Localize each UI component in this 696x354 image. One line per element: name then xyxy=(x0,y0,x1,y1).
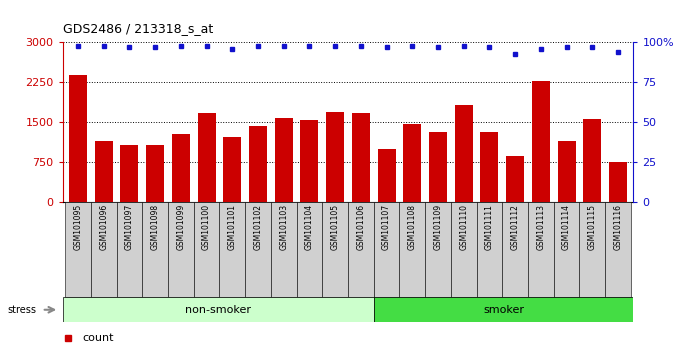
Bar xyxy=(326,112,344,202)
Text: GSM101098: GSM101098 xyxy=(151,204,159,250)
Text: GSM101107: GSM101107 xyxy=(382,204,391,250)
Text: GSM101111: GSM101111 xyxy=(485,204,494,250)
Bar xyxy=(557,141,576,202)
Text: GSM101103: GSM101103 xyxy=(279,204,288,250)
Bar xyxy=(348,202,374,297)
Bar xyxy=(506,156,524,202)
Bar xyxy=(219,202,245,297)
Text: GSM101113: GSM101113 xyxy=(537,204,545,250)
Text: GSM101116: GSM101116 xyxy=(613,204,622,250)
Bar xyxy=(532,81,550,202)
Bar xyxy=(553,202,579,297)
Text: GSM101096: GSM101096 xyxy=(100,204,109,250)
Bar xyxy=(91,202,117,297)
Bar xyxy=(374,202,400,297)
Text: GDS2486 / 213318_s_at: GDS2486 / 213318_s_at xyxy=(63,22,213,35)
Bar xyxy=(454,105,473,202)
Text: GSM101110: GSM101110 xyxy=(459,204,468,250)
Bar xyxy=(609,162,627,202)
Bar xyxy=(425,202,451,297)
Bar xyxy=(528,202,553,297)
Text: GSM101109: GSM101109 xyxy=(434,204,443,250)
Bar xyxy=(249,126,267,202)
Bar xyxy=(193,202,219,297)
Bar xyxy=(296,202,322,297)
Bar xyxy=(95,141,113,202)
Bar xyxy=(120,145,139,202)
Bar xyxy=(69,75,87,202)
Bar xyxy=(245,202,271,297)
Text: GSM101106: GSM101106 xyxy=(356,204,365,250)
Bar xyxy=(451,202,477,297)
Bar xyxy=(429,132,447,202)
Bar xyxy=(198,113,216,202)
Bar xyxy=(168,202,193,297)
Bar xyxy=(579,202,605,297)
Bar xyxy=(63,297,374,322)
Text: stress: stress xyxy=(7,305,36,315)
Text: GSM101108: GSM101108 xyxy=(408,204,417,250)
Text: GSM101102: GSM101102 xyxy=(253,204,262,250)
Bar xyxy=(503,202,528,297)
Bar xyxy=(301,120,319,202)
Bar xyxy=(400,202,425,297)
Bar xyxy=(322,202,348,297)
Bar xyxy=(352,113,370,202)
Bar xyxy=(480,132,498,202)
Bar xyxy=(605,202,631,297)
Text: GSM101101: GSM101101 xyxy=(228,204,237,250)
Text: GSM101114: GSM101114 xyxy=(562,204,571,250)
Bar xyxy=(146,145,164,202)
Bar xyxy=(172,135,190,202)
Bar xyxy=(583,119,601,202)
Bar xyxy=(143,202,168,297)
Text: GSM101095: GSM101095 xyxy=(74,204,83,250)
Bar xyxy=(223,137,242,202)
Bar xyxy=(403,124,421,202)
Bar xyxy=(275,118,293,202)
Bar xyxy=(271,202,296,297)
Bar xyxy=(477,202,503,297)
Text: GSM101112: GSM101112 xyxy=(511,204,520,250)
Text: smoker: smoker xyxy=(483,305,524,315)
Text: GSM101115: GSM101115 xyxy=(587,204,596,250)
Text: GSM101100: GSM101100 xyxy=(202,204,211,250)
Bar xyxy=(117,202,143,297)
Text: count: count xyxy=(83,333,114,343)
Text: GSM101104: GSM101104 xyxy=(305,204,314,250)
Text: GSM101097: GSM101097 xyxy=(125,204,134,250)
Bar xyxy=(65,202,91,297)
Text: GSM101105: GSM101105 xyxy=(331,204,340,250)
Bar xyxy=(374,297,633,322)
Text: GSM101099: GSM101099 xyxy=(176,204,185,250)
Bar xyxy=(377,149,395,202)
Text: non-smoker: non-smoker xyxy=(185,305,251,315)
